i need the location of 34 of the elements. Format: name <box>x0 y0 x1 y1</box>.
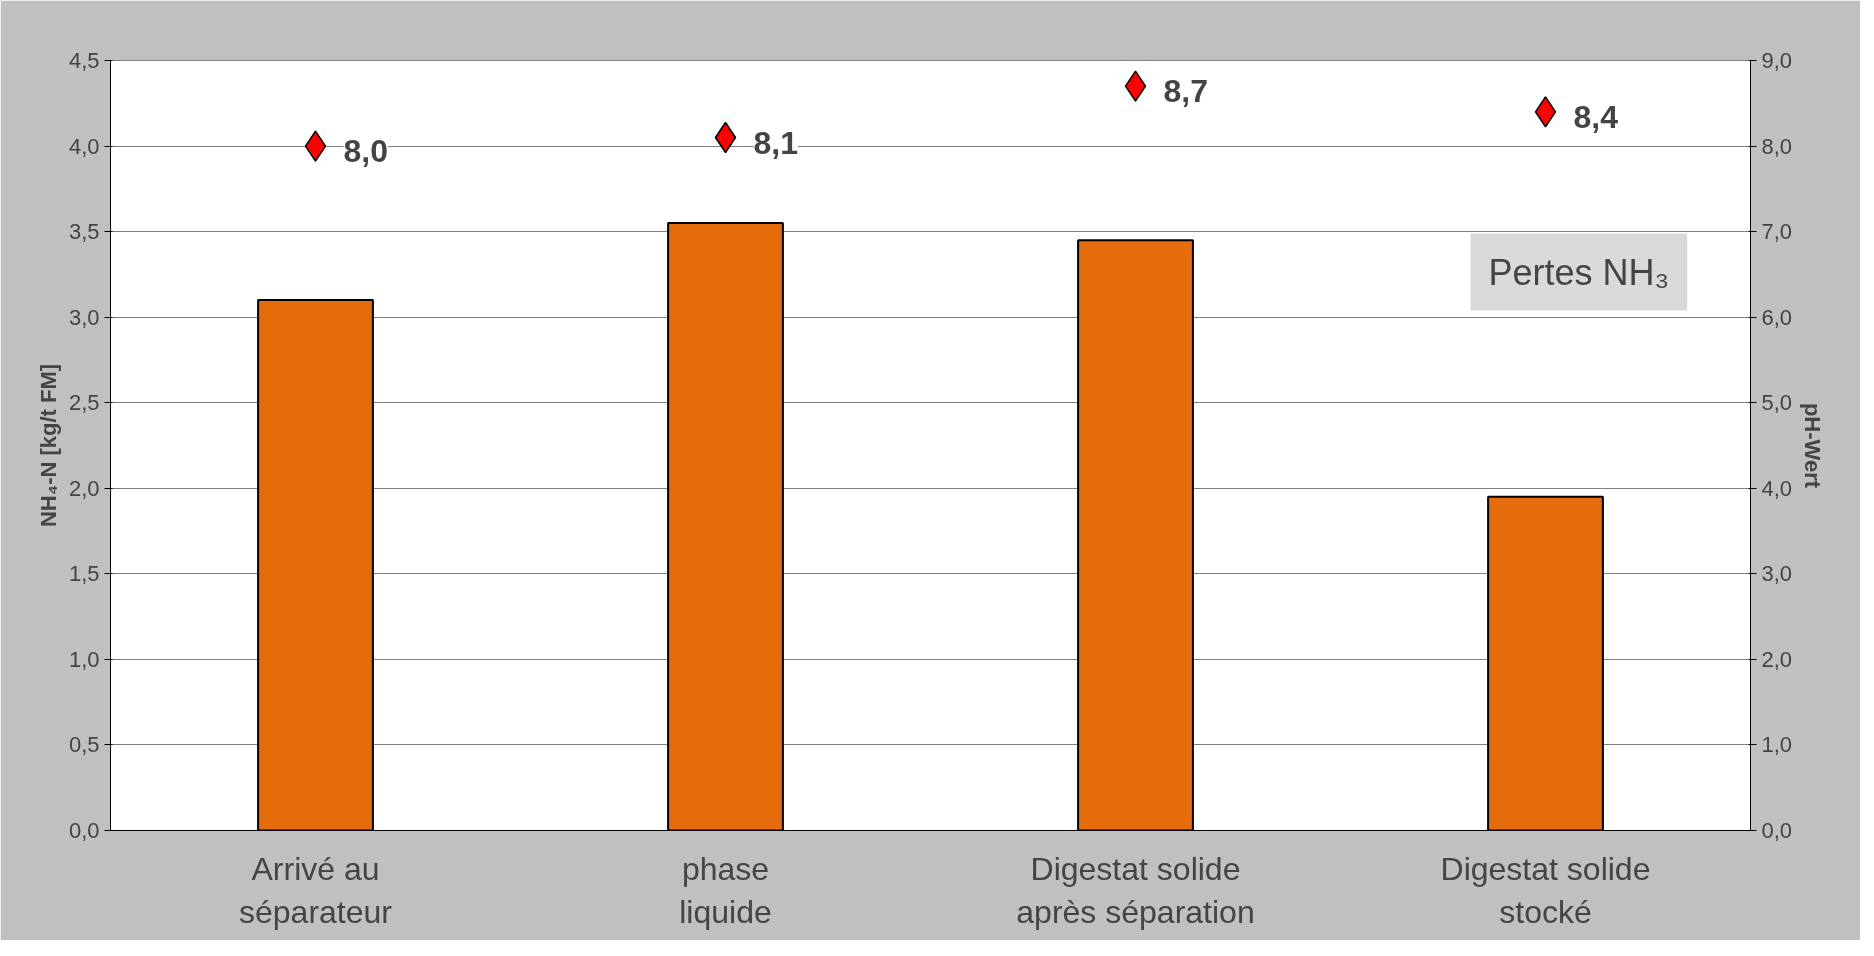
y-tick-label: 2,5 <box>68 390 100 416</box>
y-tick-label: 0,0 <box>68 818 100 843</box>
point <box>304 130 327 162</box>
y2-tick-label: 7,0 <box>1761 219 1793 245</box>
data-label: 8,4 <box>1573 98 1619 135</box>
y2-tick-label: 4,0 <box>1761 475 1793 501</box>
y-tick-label: 0,5 <box>68 732 100 758</box>
data-label: 8,7 <box>1163 73 1208 110</box>
annotation: Pertes NH₃ <box>1488 251 1670 293</box>
y2-tick-label: 0,0 <box>1761 818 1793 843</box>
point <box>1124 70 1147 102</box>
y2-tick-label: 2,0 <box>1761 646 1793 672</box>
x-tick-label: Arrivé au séparateur <box>239 850 393 930</box>
y2-axis-title: pH-Wert <box>1800 402 1826 489</box>
y-tick-label: 3,5 <box>68 219 100 245</box>
y2-tick-label: 3,0 <box>1761 561 1793 587</box>
y2-tick-label: 8,0 <box>1761 133 1793 159</box>
y-tick-label: 4,0 <box>68 133 100 159</box>
y2-tick-label: 1,0 <box>1761 732 1793 758</box>
x-tick-label: phase liquide <box>679 850 772 930</box>
y2-tick-label: 6,0 <box>1761 304 1793 330</box>
y-tick-label: 2,0 <box>68 475 100 501</box>
x-tick-label: Digestat solide après séparation <box>1016 850 1255 930</box>
y2-tick-label: 5,0 <box>1761 390 1793 416</box>
y-axis-title: NH₄-N [kg/t FM] <box>35 363 61 528</box>
data-label: 8,0 <box>343 133 388 170</box>
point <box>1534 96 1557 128</box>
y2-tick-label: 9,0 <box>1761 48 1793 73</box>
y-tick-label: 4,5 <box>68 48 100 73</box>
y-tick-label: 3,0 <box>68 304 100 330</box>
data-label: 8,1 <box>753 124 798 161</box>
x-tick-label: Digestat solide stocké <box>1440 850 1651 930</box>
y-tick-label: 1,0 <box>68 646 100 672</box>
y-tick-label: 1,5 <box>68 561 100 587</box>
